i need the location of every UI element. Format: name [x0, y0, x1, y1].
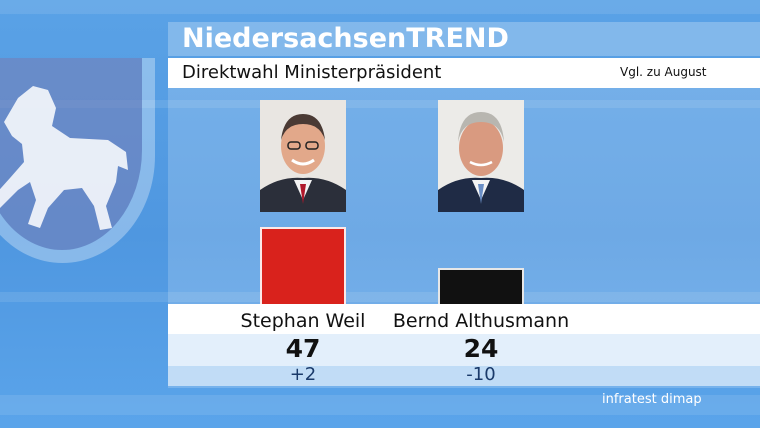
bar-stephan-weil	[260, 227, 346, 310]
subtitle-bar	[168, 58, 760, 88]
candidate-name-weil: Stephan Weil	[240, 310, 366, 332]
value-label-althusmann: 24	[463, 334, 499, 363]
coat-of-arms-horse-icon	[0, 58, 155, 263]
bar-bernd-althusmann	[438, 268, 524, 310]
candidate-photo-weil	[260, 100, 346, 212]
comparison-note: Vgl. zu August	[620, 65, 707, 79]
background-stripe	[0, 395, 760, 415]
background-stripe	[0, 0, 760, 14]
title-bar	[168, 22, 760, 56]
names-row	[168, 304, 760, 334]
change-label-althusmann: -10	[466, 364, 496, 385]
change-label-weil: +2	[289, 364, 317, 385]
values-row	[168, 334, 760, 366]
chart-subtitle: Direktwahl Ministerpräsident	[182, 62, 442, 83]
source-label: infratest dimap	[602, 392, 702, 407]
candidate-name-althusmann: Bernd Althusmann	[392, 310, 570, 332]
background-stripe	[0, 100, 760, 108]
candidate-photo-althusmann	[438, 100, 524, 212]
page-title: NiedersachsenTREND	[182, 23, 509, 54]
background-stripe	[0, 292, 760, 302]
changes-row	[168, 366, 760, 386]
value-label-weil: 47	[285, 334, 321, 363]
